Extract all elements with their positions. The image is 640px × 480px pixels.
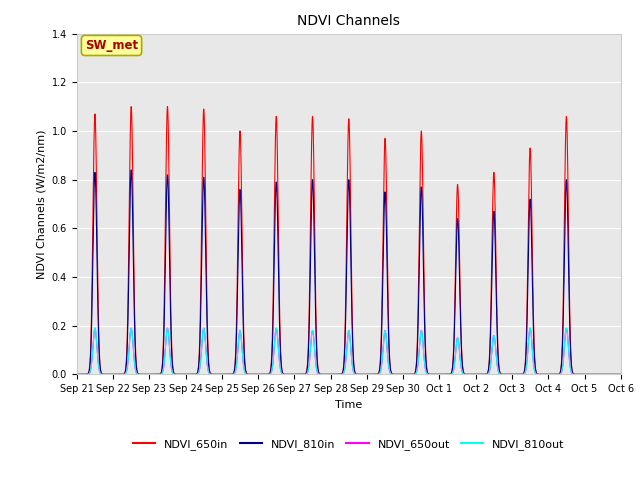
NDVI_810out [424,372,431,377]
NDVI_810in [424,371,431,376]
Line: NDVI_810out: NDVI_810out [77,328,621,374]
NDVI_810in [617,372,625,377]
NDVI_650out [91,325,99,331]
X-axis label: Time: Time [335,400,362,409]
NDVI_650out [617,372,625,377]
NDVI_650in [617,372,625,377]
NDVI_810in [127,167,135,173]
NDVI_650in [127,104,135,109]
NDVI_810in [73,372,81,377]
NDVI_810out [617,372,625,377]
Line: NDVI_650in: NDVI_650in [77,107,621,374]
NDVI_810in [276,351,284,357]
NDVI_810in [501,372,509,377]
NDVI_650out [424,372,431,377]
NDVI_810in [184,372,191,377]
NDVI_650out [615,372,623,377]
NDVI_650in [73,372,81,377]
NDVI_810out [276,367,284,372]
Line: NDVI_810in: NDVI_810in [77,170,621,374]
NDVI_650in [615,372,623,377]
NDVI_810out [91,325,99,331]
Legend: NDVI_650in, NDVI_810in, NDVI_650out, NDVI_810out: NDVI_650in, NDVI_810in, NDVI_650out, NDV… [129,434,569,454]
NDVI_650in [189,372,197,377]
NDVI_810out [73,372,81,377]
NDVI_810out [184,372,191,377]
NDVI_650in [501,372,509,377]
NDVI_650out [276,367,284,372]
NDVI_810out [615,372,623,377]
NDVI_650out [184,372,191,377]
NDVI_810out [189,372,197,377]
Y-axis label: NDVI Channels (W/m2/nm): NDVI Channels (W/m2/nm) [36,129,46,279]
NDVI_650out [73,372,81,377]
NDVI_810in [615,372,623,377]
NDVI_650in [184,372,191,377]
Text: SW_met: SW_met [85,39,138,52]
NDVI_650out [501,372,509,377]
NDVI_650in [276,345,284,350]
NDVI_810out [501,372,509,377]
NDVI_810in [189,372,197,377]
NDVI_650out [189,372,197,377]
NDVI_650in [424,371,431,376]
Title: NDVI Channels: NDVI Channels [298,14,400,28]
Line: NDVI_650out: NDVI_650out [77,328,621,374]
